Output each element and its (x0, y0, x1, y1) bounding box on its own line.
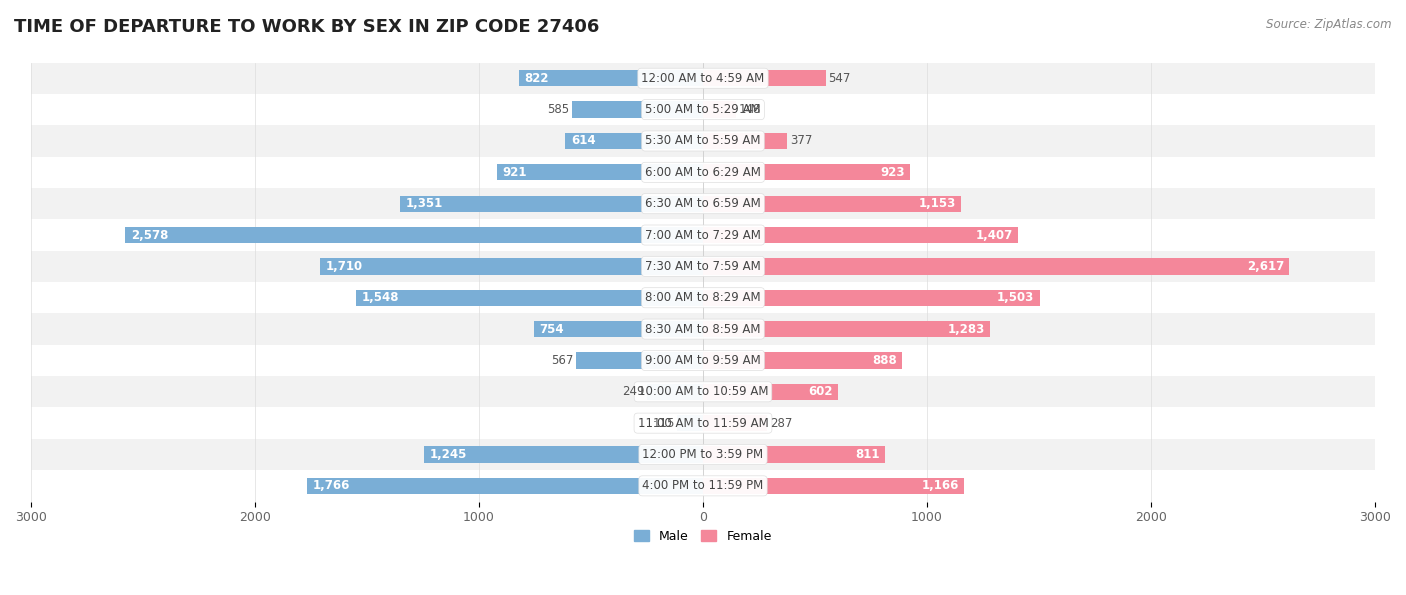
Text: 1,766: 1,766 (312, 480, 350, 492)
Bar (534, 321, 703, 337)
Bar (356, 290, 703, 306)
Text: 1,351: 1,351 (406, 197, 443, 210)
Text: 10:00 AM to 10:59 AM: 10:00 AM to 10:59 AM (638, 386, 768, 398)
Bar (31, 94, 1375, 126)
Bar (703, 102, 737, 118)
Bar (125, 227, 703, 243)
Bar (31, 156, 1375, 188)
Bar (678, 415, 703, 431)
Bar (647, 384, 703, 400)
Text: 5:30 AM to 5:59 AM: 5:30 AM to 5:59 AM (645, 134, 761, 148)
Bar (519, 70, 703, 86)
Text: 547: 547 (828, 72, 851, 84)
Bar (703, 258, 1289, 274)
Text: 12:00 AM to 4:59 AM: 12:00 AM to 4:59 AM (641, 72, 765, 84)
Text: 585: 585 (547, 103, 569, 116)
Text: 287: 287 (770, 416, 793, 430)
Text: 377: 377 (790, 134, 813, 148)
Text: 1,166: 1,166 (921, 480, 959, 492)
Bar (308, 478, 703, 494)
Text: 4:00 PM to 11:59 PM: 4:00 PM to 11:59 PM (643, 480, 763, 492)
Bar (401, 196, 703, 212)
Text: 1,153: 1,153 (918, 197, 956, 210)
Text: 567: 567 (551, 354, 574, 367)
Bar (31, 376, 1375, 408)
Text: 811: 811 (855, 448, 879, 461)
Bar (31, 314, 1375, 345)
Bar (703, 70, 825, 86)
Bar (31, 188, 1375, 220)
Text: 148: 148 (738, 103, 761, 116)
Bar (31, 408, 1375, 439)
Bar (31, 220, 1375, 250)
Text: 7:00 AM to 7:29 AM: 7:00 AM to 7:29 AM (645, 228, 761, 242)
Text: 249: 249 (621, 386, 644, 398)
Bar (321, 258, 703, 274)
Bar (703, 446, 884, 463)
Bar (31, 126, 1375, 156)
Text: 9:00 AM to 9:59 AM: 9:00 AM to 9:59 AM (645, 354, 761, 367)
Text: 921: 921 (502, 166, 527, 179)
Text: 614: 614 (571, 134, 596, 148)
Text: 1,283: 1,283 (948, 322, 986, 336)
Text: 12:00 PM to 3:59 PM: 12:00 PM to 3:59 PM (643, 448, 763, 461)
Text: 8:00 AM to 8:29 AM: 8:00 AM to 8:29 AM (645, 291, 761, 304)
Text: 1,710: 1,710 (325, 260, 363, 273)
Text: 822: 822 (524, 72, 548, 84)
Text: 11:00 AM to 11:59 AM: 11:00 AM to 11:59 AM (638, 416, 768, 430)
Text: TIME OF DEPARTURE TO WORK BY SEX IN ZIP CODE 27406: TIME OF DEPARTURE TO WORK BY SEX IN ZIP … (14, 18, 599, 36)
Text: 754: 754 (540, 322, 564, 336)
Text: 8:30 AM to 8:59 AM: 8:30 AM to 8:59 AM (645, 322, 761, 336)
Bar (31, 439, 1375, 470)
Text: 2,578: 2,578 (131, 228, 169, 242)
Text: 888: 888 (872, 354, 897, 367)
Bar (496, 164, 703, 180)
Bar (703, 133, 787, 149)
Bar (31, 250, 1375, 282)
Bar (565, 133, 703, 149)
Bar (703, 290, 1039, 306)
Text: 1,245: 1,245 (429, 448, 467, 461)
Text: 602: 602 (808, 386, 832, 398)
Bar (31, 345, 1375, 376)
Bar (703, 415, 768, 431)
Text: 1,407: 1,407 (976, 228, 1012, 242)
Text: 1,503: 1,503 (997, 291, 1035, 304)
Bar (425, 446, 703, 463)
Text: 2,617: 2,617 (1247, 260, 1284, 273)
Bar (703, 164, 910, 180)
Text: 115: 115 (652, 416, 675, 430)
Bar (576, 352, 703, 368)
Bar (31, 470, 1375, 502)
Text: 1,548: 1,548 (361, 291, 399, 304)
Bar (703, 196, 962, 212)
Bar (31, 62, 1375, 94)
Text: 6:00 AM to 6:29 AM: 6:00 AM to 6:29 AM (645, 166, 761, 179)
Bar (31, 282, 1375, 314)
Text: 923: 923 (880, 166, 904, 179)
Text: 6:30 AM to 6:59 AM: 6:30 AM to 6:59 AM (645, 197, 761, 210)
Bar (703, 352, 901, 368)
Text: 5:00 AM to 5:29 AM: 5:00 AM to 5:29 AM (645, 103, 761, 116)
Text: 7:30 AM to 7:59 AM: 7:30 AM to 7:59 AM (645, 260, 761, 273)
Legend: Male, Female: Male, Female (630, 525, 776, 548)
Bar (572, 102, 703, 118)
Bar (703, 321, 990, 337)
Bar (703, 384, 838, 400)
Text: Source: ZipAtlas.com: Source: ZipAtlas.com (1267, 18, 1392, 31)
Bar (703, 478, 965, 494)
Bar (703, 227, 1018, 243)
